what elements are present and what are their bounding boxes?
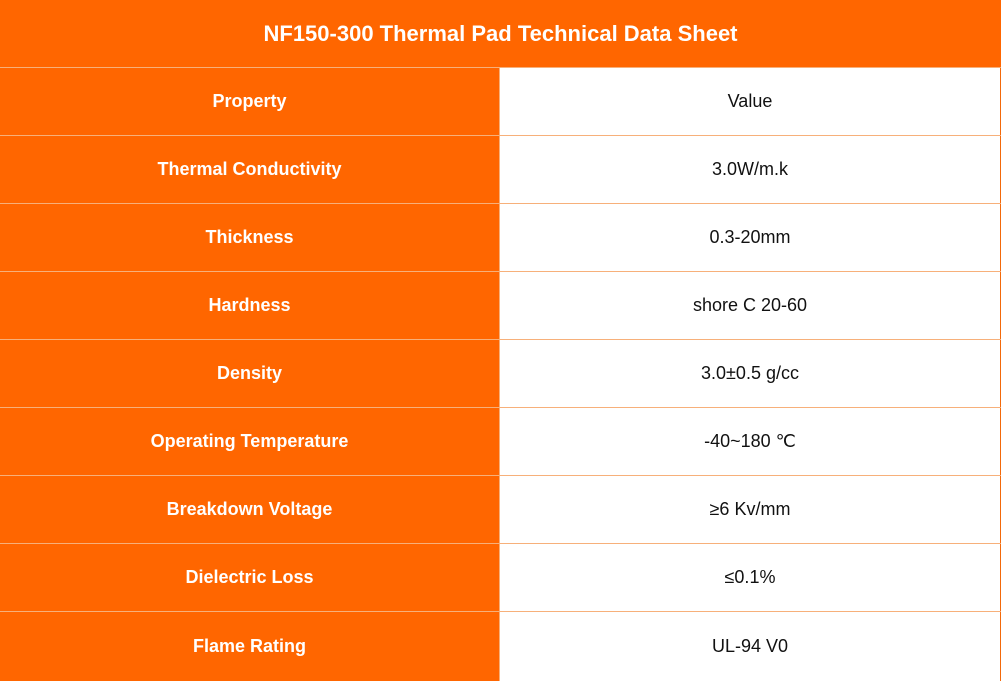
spec-table: Property Value Thermal Conductivity 3.0W… [0,68,1001,681]
property-cell: Flame Rating [0,612,500,681]
value-cell: 3.0±0.5 g/cc [500,340,1001,407]
property-cell: Hardness [0,272,500,339]
property-cell: Operating Temperature [0,408,500,475]
table-row: Thickness 0.3-20mm [0,204,1001,272]
table-row: Hardness shore C 20-60 [0,272,1001,340]
table-header-row: Property Value [0,68,1001,136]
sheet-title: NF150-300 Thermal Pad Technical Data She… [0,0,1001,68]
table-row: Breakdown Voltage ≥6 Kv/mm [0,476,1001,544]
value-cell: 0.3-20mm [500,204,1001,271]
column-header-value: Value [500,68,1001,135]
value-cell: UL-94 V0 [500,612,1001,681]
property-cell: Thermal Conductivity [0,136,500,203]
property-cell: Thickness [0,204,500,271]
column-header-property: Property [0,68,500,135]
table-row: Dielectric Loss ≤0.1% [0,544,1001,612]
value-cell: -40~180 ℃ [500,408,1001,475]
table-row: Flame Rating UL-94 V0 [0,612,1001,681]
value-cell: ≥6 Kv/mm [500,476,1001,543]
value-cell: shore C 20-60 [500,272,1001,339]
table-row: Density 3.0±0.5 g/cc [0,340,1001,408]
table-row: Operating Temperature -40~180 ℃ [0,408,1001,476]
property-cell: Breakdown Voltage [0,476,500,543]
value-cell: 3.0W/m.k [500,136,1001,203]
property-cell: Density [0,340,500,407]
property-cell: Dielectric Loss [0,544,500,611]
table-row: Thermal Conductivity 3.0W/m.k [0,136,1001,204]
value-cell: ≤0.1% [500,544,1001,611]
